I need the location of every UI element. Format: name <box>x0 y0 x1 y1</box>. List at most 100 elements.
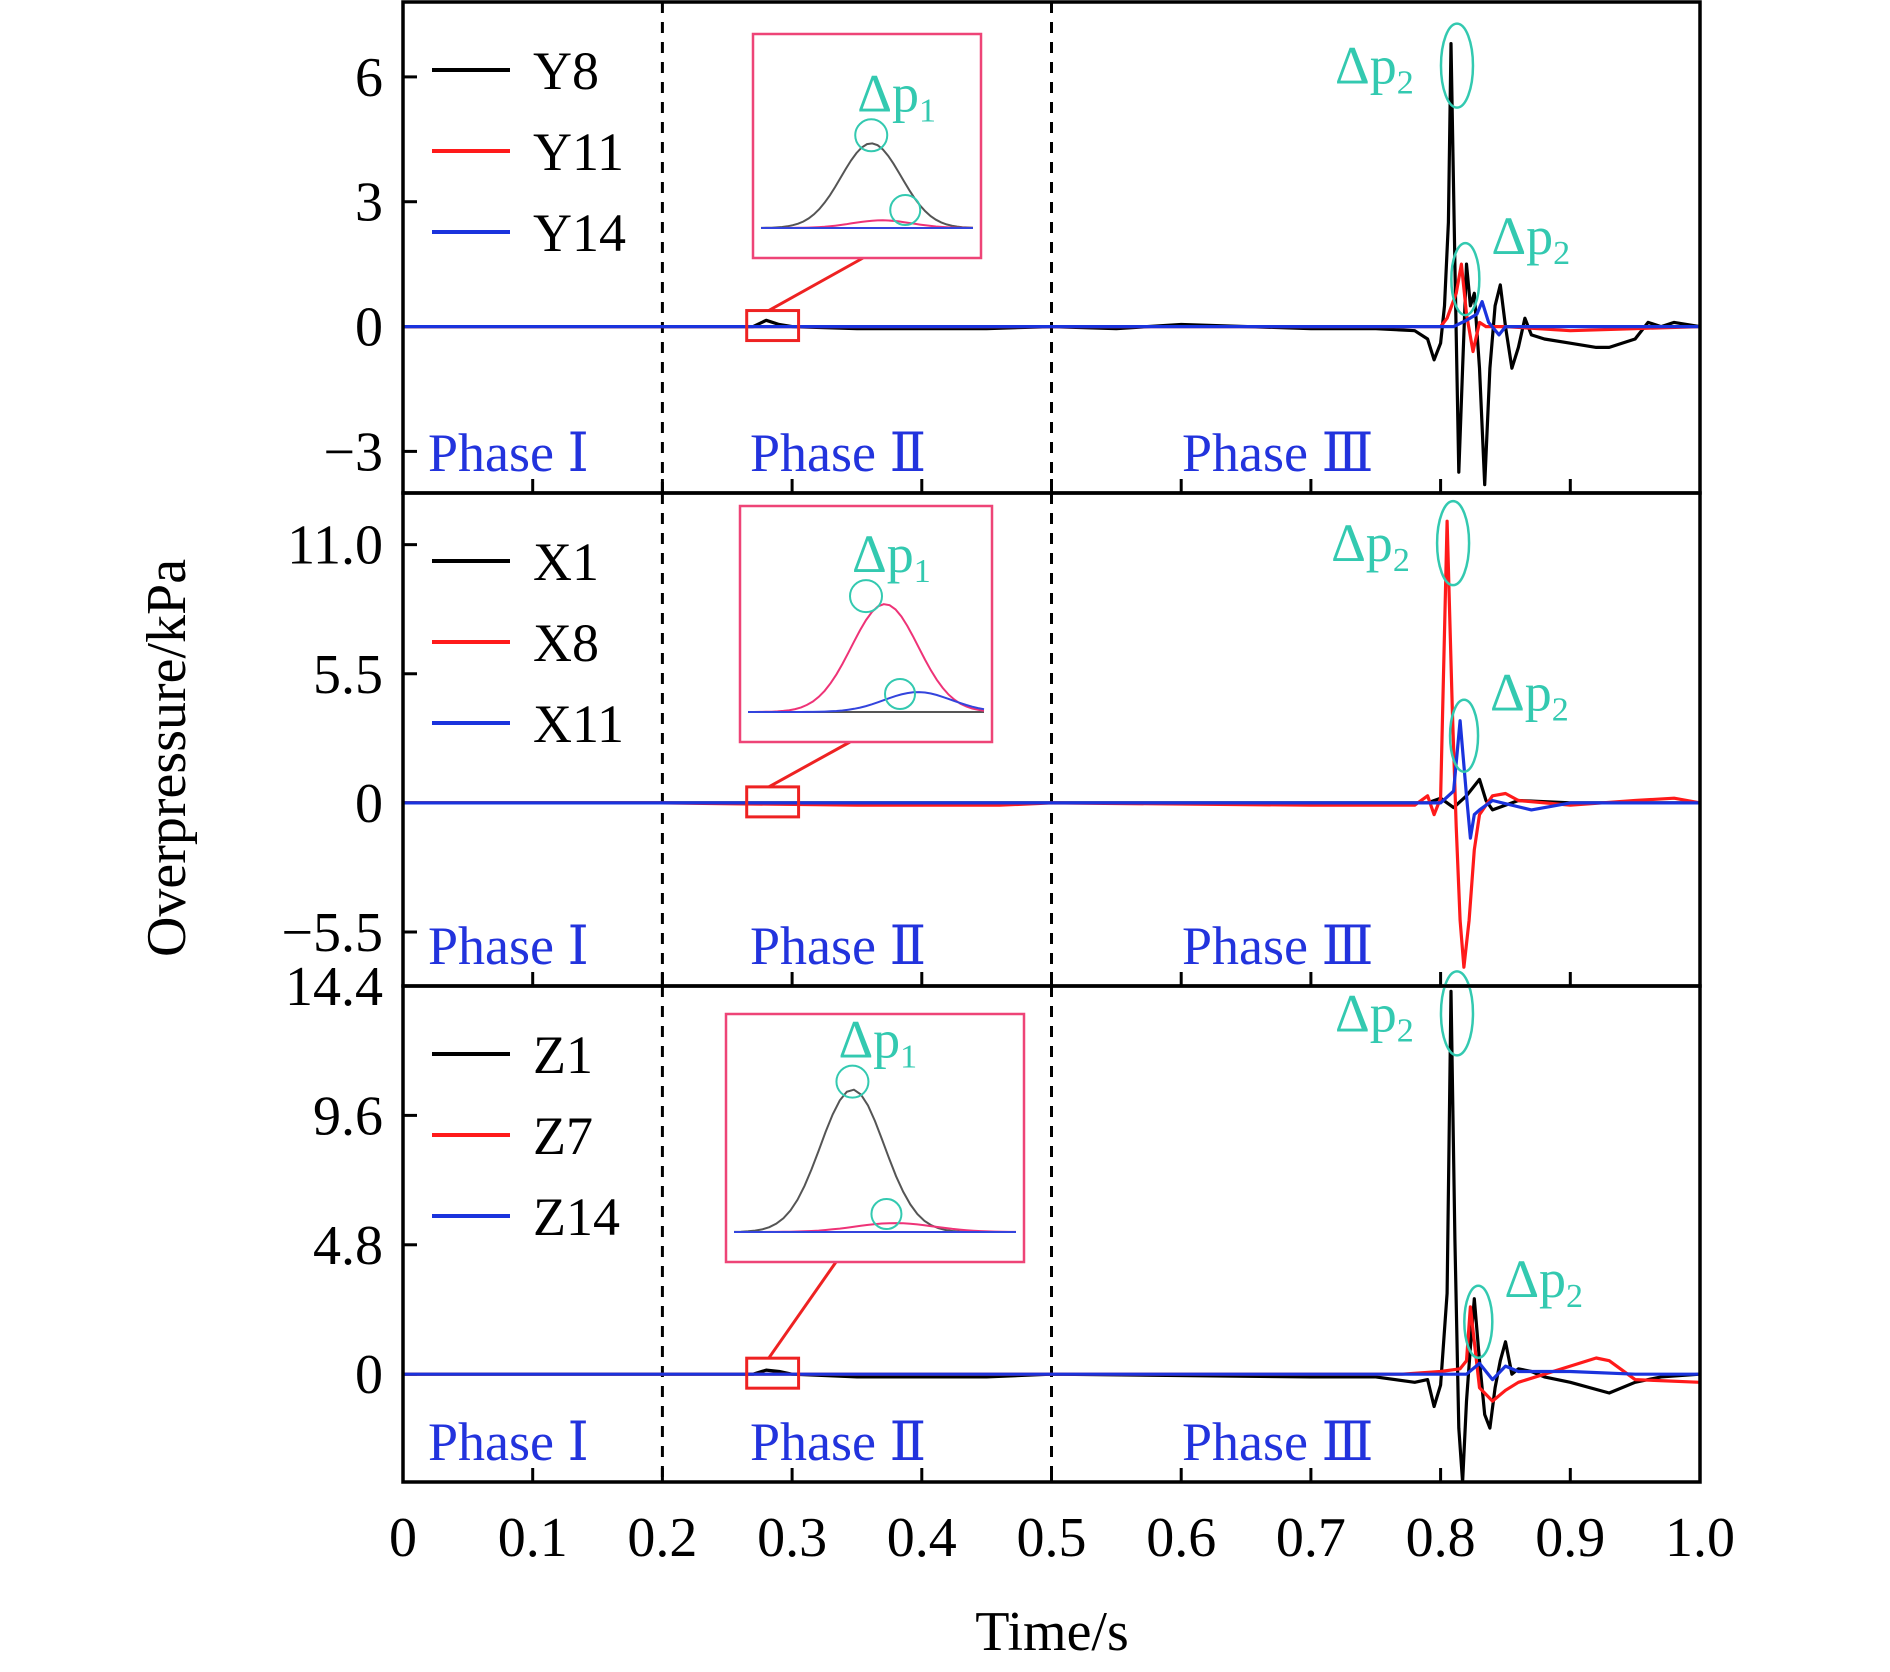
annotation-delta-p: Δp <box>1504 1249 1566 1309</box>
zoom-connector <box>767 256 864 312</box>
series-lines <box>403 42 1700 487</box>
zoom-connector <box>767 740 851 789</box>
panel-3: 0 4.8 9.6 14.4 Z1 Z7 Z14 Phase Ⅰ Phase Ⅱ Phase Ⅲ Δ… <box>285 956 1702 1484</box>
annotation-delta-p: Δp <box>1335 36 1397 96</box>
y-tick-label: −3 <box>323 421 383 483</box>
plot-frame <box>401 984 1702 1484</box>
annotation-dp2-secondary: Δp2 <box>1490 663 1569 729</box>
peak-marker-circle <box>1439 22 1475 109</box>
annotation-delta-p: Δp <box>1490 663 1552 723</box>
y-tick-label: 0 <box>355 297 383 359</box>
inset-frame <box>738 504 994 744</box>
x-tick-label: 0.9 <box>1535 1507 1605 1569</box>
y-tick-label: 6 <box>355 47 383 109</box>
series-lines <box>403 989 1700 1482</box>
x-tick-label: 0.6 <box>1146 1507 1216 1569</box>
legend-label: Z14 <box>533 1187 620 1247</box>
y-tick-label: −5.5 <box>281 902 383 964</box>
annotation-delta-p: Δp <box>857 63 919 123</box>
x-tick-label: 0.8 <box>1406 1507 1476 1569</box>
annotation-subscript: 1 <box>900 1039 917 1076</box>
inset: Δp1 <box>751 32 983 260</box>
annotation-subscript: 2 <box>1397 65 1414 102</box>
annotation-subscript: 2 <box>1393 542 1410 579</box>
legend-label: X11 <box>533 694 624 754</box>
x-tick-label: 0.3 <box>757 1507 827 1569</box>
x-tick-label: 0.2 <box>627 1507 697 1569</box>
inset-secondary-circle <box>889 194 922 226</box>
peak-marker-circle <box>1439 970 1475 1057</box>
annotation-delta-p: Δp <box>1335 983 1397 1043</box>
legend-label: Y11 <box>533 122 624 182</box>
y-tick-label: 0 <box>355 773 383 835</box>
x-tick-label: 0 <box>389 1507 417 1569</box>
inset: Δp1 <box>724 1010 1026 1264</box>
annotation-subscript: 1 <box>919 92 936 129</box>
phase-label: Phase Ⅲ <box>1182 423 1374 483</box>
annotation-subscript: 2 <box>1553 235 1570 272</box>
x-tick-label: 1.0 <box>1665 1507 1735 1569</box>
x-tick-label: 0.4 <box>887 1507 957 1569</box>
legend-label: Z1 <box>533 1025 593 1085</box>
secondary-peak-circle <box>1450 241 1481 317</box>
phase-label: Phase Ⅰ <box>428 423 589 483</box>
annotation-delta-p: Δp <box>1491 206 1553 266</box>
annotation-dp2-main: Δp2 <box>1335 36 1414 102</box>
secondary-peak-circle <box>1448 698 1480 773</box>
series-line-z14 <box>403 1361 1700 1382</box>
annotation-subscript: 2 <box>1566 1278 1583 1315</box>
series-line-y14 <box>403 300 1700 337</box>
legend-label: Y14 <box>533 203 626 263</box>
phase-label: Phase Ⅱ <box>750 423 926 483</box>
inset-curve <box>748 603 985 713</box>
inset-curve <box>760 142 974 229</box>
annotation-dp1: Δp1 <box>852 524 931 590</box>
annotation-subscript: 2 <box>1397 1012 1414 1049</box>
annotation-dp2-secondary: Δp2 <box>1504 1249 1583 1315</box>
phase-label: Phase Ⅱ <box>750 916 926 976</box>
y-tick-label: 14.4 <box>285 956 383 1018</box>
legend-label: X8 <box>533 613 599 673</box>
inset-peak-circle <box>854 118 889 153</box>
y-tick-label: 5.5 <box>313 644 383 706</box>
x-tick-label: 0.1 <box>498 1507 568 1569</box>
phase-label: Phase Ⅲ <box>1182 1412 1374 1472</box>
phase-label: Phase Ⅰ <box>428 1412 589 1472</box>
x-tick-label: 0.7 <box>1276 1507 1346 1569</box>
inset-peak-circle <box>849 579 883 614</box>
legend-label: Z7 <box>533 1106 593 1166</box>
y-tick-label: 0 <box>355 1344 383 1406</box>
x-tick-labels: 0 0.1 0.2 0.3 0.4 0.5 0.6 0.7 0.8 0.9 1.0 <box>389 1507 1735 1569</box>
panel-2: −5.5 0 5.5 11.0 X1 X8 X11 Phase Ⅰ Phase Ⅱ Phase Ⅲ… <box>281 491 1702 988</box>
phase-label: Phase Ⅲ <box>1182 916 1374 976</box>
annotation-delta-p: Δp <box>1331 513 1393 573</box>
inset-peak-circle <box>835 1064 870 1099</box>
y-axis-label: Overpressure/kPa <box>136 559 198 957</box>
zoom-region-box <box>745 309 801 343</box>
annotation-dp1: Δp1 <box>838 1010 917 1076</box>
y-tick-label: 4.8 <box>313 1215 383 1277</box>
annotation-subscript: 2 <box>1552 692 1569 729</box>
annotation-subscript: 1 <box>914 553 931 590</box>
zoom-region-box <box>745 1356 801 1390</box>
y-tick-label: 11.0 <box>287 515 383 577</box>
inset-secondary-circle <box>884 678 916 710</box>
inset-secondary-circle <box>870 1198 903 1230</box>
phase-label: Phase Ⅱ <box>750 1412 926 1472</box>
legend-label: X1 <box>533 532 599 592</box>
x-tick-label: 0.5 <box>1017 1507 1087 1569</box>
inset: Δp1 <box>738 504 994 744</box>
annotation-dp1: Δp1 <box>857 63 936 129</box>
phase-label: Phase Ⅰ <box>428 916 589 976</box>
annotation-delta-p: Δp <box>838 1010 900 1070</box>
annotation-dp2-main: Δp2 <box>1335 983 1414 1049</box>
series-line-z7 <box>403 1305 1700 1403</box>
peak-marker-circle <box>1435 499 1471 587</box>
zoom-connector <box>767 1261 838 1360</box>
annotation-dp2-main: Δp2 <box>1331 513 1410 579</box>
annotation-delta-p: Δp <box>852 524 914 584</box>
series-line-y11 <box>403 262 1700 354</box>
